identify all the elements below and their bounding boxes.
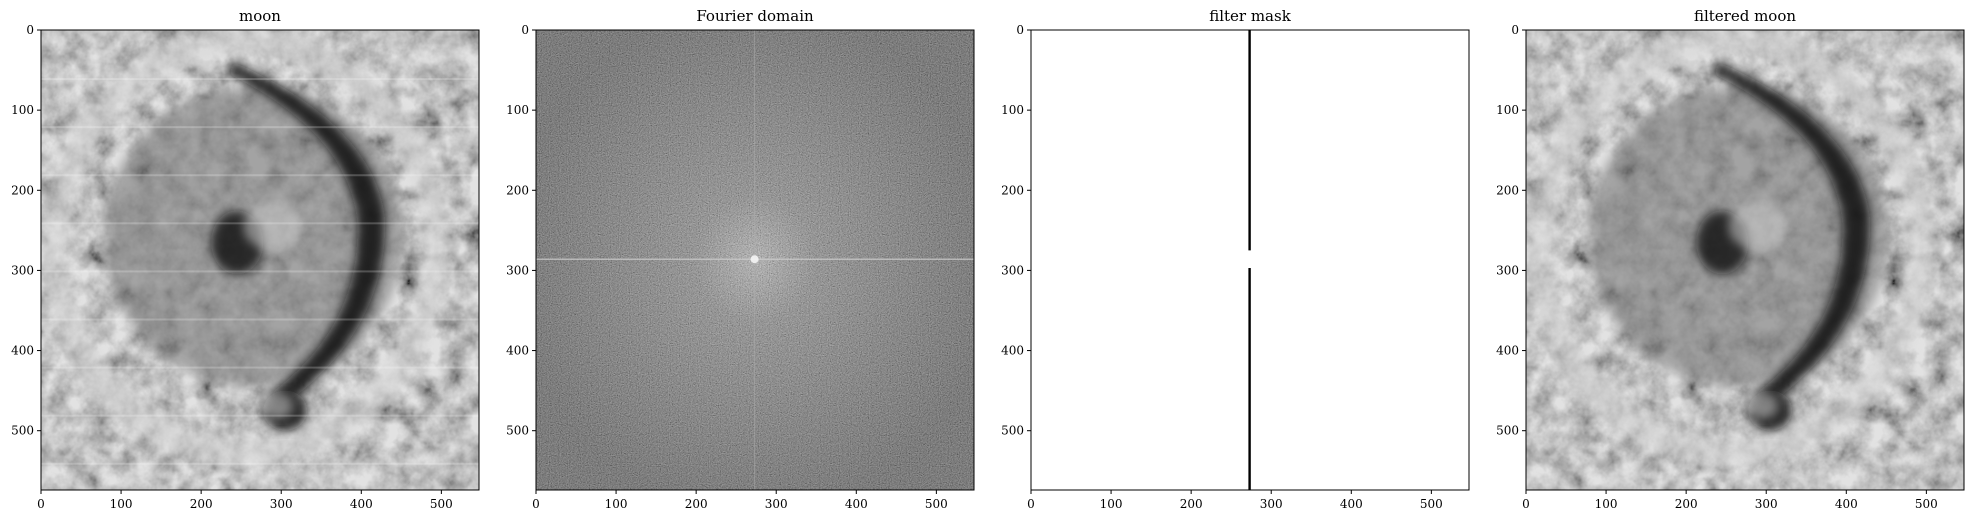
dc-component bbox=[750, 255, 759, 264]
x-tick-label: 100 bbox=[605, 497, 628, 511]
x-tick-label: 200 bbox=[1675, 497, 1698, 511]
y-tick-label: 200 bbox=[1496, 183, 1519, 197]
axes-frame bbox=[535, 29, 975, 491]
image-axes-filtered: 0 100 200 300 400 500 0 100 200 300 400 500 bbox=[1496, 23, 1965, 511]
x-tick-label: 0 bbox=[532, 497, 540, 511]
mask-bar-bottom bbox=[1248, 268, 1251, 490]
y-tick-label: 200 bbox=[506, 183, 529, 197]
x-tick-label: 100 bbox=[110, 497, 133, 511]
y-tick-label: 300 bbox=[506, 263, 529, 277]
x-tick-label: 200 bbox=[685, 497, 708, 511]
panel-title-moon: moon bbox=[239, 7, 281, 25]
x-tick-label: 500 bbox=[925, 497, 948, 511]
x-tick-label: 400 bbox=[350, 497, 373, 511]
moon-texture bbox=[1526, 30, 1964, 490]
x-tick-label: 300 bbox=[1260, 497, 1283, 511]
y-tick-label: 0 bbox=[26, 23, 34, 37]
x-tick-label: 500 bbox=[430, 497, 453, 511]
x-tick-label: 300 bbox=[765, 497, 788, 511]
axes-frame bbox=[1525, 29, 1965, 491]
axis-ticks-fourier: 0 100 200 300 400 500 0 100 200 300 400 500 bbox=[506, 23, 948, 511]
y-tick-label: 500 bbox=[506, 424, 529, 438]
scan-line-artifact bbox=[41, 222, 479, 225]
y-tick-label: 300 bbox=[11, 263, 34, 277]
y-tick-label: 100 bbox=[1496, 103, 1519, 117]
image-axes-mask: 0 100 200 300 400 500 0 100 200 300 400 500 bbox=[1001, 23, 1470, 511]
axes-frame bbox=[1030, 29, 1470, 491]
moon-texture bbox=[41, 30, 479, 490]
y-tick-label: 100 bbox=[11, 103, 34, 117]
y-tick-label: 500 bbox=[1001, 424, 1024, 438]
y-tick-label: 300 bbox=[1496, 263, 1519, 277]
y-tick-label: 100 bbox=[506, 103, 529, 117]
axis-ticks-filtered: 0 100 200 300 400 500 0 100 200 300 400 500 bbox=[1496, 23, 1938, 511]
y-tick-label: 400 bbox=[506, 344, 529, 358]
image-axes-fourier: 0 100 200 300 400 500 0 100 200 300 400 500 bbox=[506, 23, 975, 511]
filtered-moon-image bbox=[1526, 30, 1964, 490]
fourier-spectrum-image bbox=[536, 30, 974, 490]
x-tick-label: 200 bbox=[190, 497, 213, 511]
y-tick-label: 100 bbox=[1001, 103, 1024, 117]
x-tick-label: 400 bbox=[1835, 497, 1858, 511]
panel-title-filtered: filtered moon bbox=[1693, 7, 1797, 25]
x-tick-label: 200 bbox=[1180, 497, 1203, 511]
x-tick-label: 300 bbox=[270, 497, 293, 511]
panel-fourier: Fourier domain 0 100 200 300 400 500 0 100 200 30… bbox=[495, 0, 990, 522]
x-tick-label: 300 bbox=[1755, 497, 1778, 511]
y-tick-label: 0 bbox=[521, 23, 529, 37]
panel-title-fourier: Fourier domain bbox=[696, 7, 814, 25]
axis-ticks-moon: 0 100 200 300 400 500 0 100 200 300 400 500 bbox=[11, 23, 453, 511]
x-tick-label: 500 bbox=[1420, 497, 1443, 511]
x-tick-label: 100 bbox=[1595, 497, 1618, 511]
scan-line-artifact bbox=[41, 174, 479, 177]
y-tick-label: 0 bbox=[1511, 23, 1519, 37]
axes-frame bbox=[40, 29, 480, 491]
y-tick-label: 200 bbox=[1001, 183, 1024, 197]
y-tick-label: 400 bbox=[1001, 344, 1024, 358]
mask-bar-top bbox=[1248, 30, 1251, 251]
x-tick-label: 100 bbox=[1100, 497, 1123, 511]
y-tick-label: 200 bbox=[11, 183, 34, 197]
moon-image bbox=[41, 30, 479, 490]
x-tick-label: 400 bbox=[845, 497, 868, 511]
y-tick-label: 0 bbox=[1016, 23, 1024, 37]
panel-mask: filter mask 0 100 200 300 400 500 0 100 200 300 40… bbox=[990, 0, 1485, 522]
filter-mask-image bbox=[1031, 30, 1469, 490]
image-axes-moon: 0 100 200 300 400 500 0 100 200 300 400 500 bbox=[11, 23, 480, 511]
scan-line-artifact bbox=[41, 270, 479, 273]
x-tick-label: 400 bbox=[1340, 497, 1363, 511]
x-tick-label: 0 bbox=[1027, 497, 1035, 511]
scan-line-artifact bbox=[41, 462, 479, 465]
scan-line-artifact bbox=[41, 318, 479, 321]
scan-line-artifact bbox=[41, 366, 479, 369]
y-tick-label: 400 bbox=[11, 344, 34, 358]
y-tick-label: 500 bbox=[11, 424, 34, 438]
panel-title-mask: filter mask bbox=[1209, 7, 1291, 25]
y-tick-label: 400 bbox=[1496, 344, 1519, 358]
x-tick-label: 500 bbox=[1915, 497, 1938, 511]
x-tick-label: 0 bbox=[1522, 497, 1530, 511]
panel-moon: moon 0 100 200 300 400 500 0 100 200 300 400 500 bbox=[0, 0, 495, 522]
scan-line-artifact bbox=[41, 414, 479, 417]
y-tick-label: 500 bbox=[1496, 424, 1519, 438]
x-tick-label: 0 bbox=[37, 497, 45, 511]
scan-line-artifact bbox=[41, 78, 479, 81]
panel-filtered: filtered moon 0 100 200 300 400 500 0 100 200 300… bbox=[1485, 0, 1979, 522]
y-tick-label: 300 bbox=[1001, 263, 1024, 277]
scan-line-artifact bbox=[41, 126, 479, 129]
axis-ticks-mask: 0 100 200 300 400 500 0 100 200 300 400 500 bbox=[1001, 23, 1443, 511]
